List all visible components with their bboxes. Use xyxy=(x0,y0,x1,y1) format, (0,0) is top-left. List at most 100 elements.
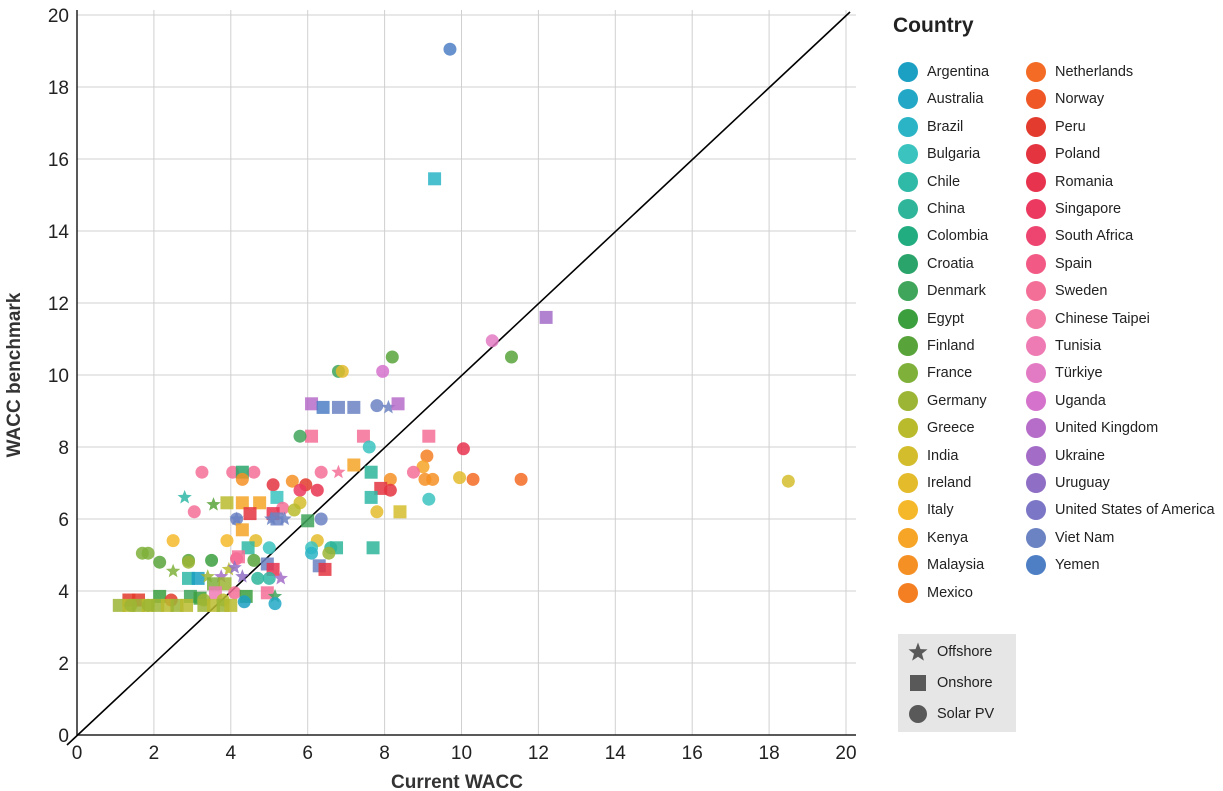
legend-label: Türkiye xyxy=(1055,365,1103,382)
legend-swatch xyxy=(898,62,918,82)
legend-item: Norway xyxy=(1026,89,1105,110)
data-point-solar-pv xyxy=(153,555,167,569)
legend-item: Germany xyxy=(898,390,987,411)
data-point-solar-pv xyxy=(385,350,399,364)
legend-label: Argentina xyxy=(927,64,990,80)
legend-item: Finland xyxy=(898,336,975,356)
data-point-onshore xyxy=(539,310,553,324)
x-tick-label: 6 xyxy=(302,743,313,764)
legend-swatch xyxy=(898,226,918,247)
legend-label: Norway xyxy=(1055,91,1105,108)
legend-swatch xyxy=(1026,308,1046,329)
legend-swatch xyxy=(1026,89,1046,110)
legend-swatch xyxy=(1026,253,1046,274)
data-point-solar-pv xyxy=(195,465,209,479)
legend-swatch xyxy=(898,390,918,411)
data-point-solar-pv xyxy=(166,534,180,548)
legend-label: Viet Nam xyxy=(1055,529,1115,546)
legend-item: Netherlands xyxy=(1026,62,1133,82)
legend-item: Ireland xyxy=(898,473,971,493)
shape-legend-item: Onshore xyxy=(908,673,993,693)
data-point-solar-pv xyxy=(314,465,328,479)
data-point-onshore xyxy=(224,598,238,612)
data-point-solar-pv xyxy=(228,586,242,600)
legend-item: India xyxy=(898,445,959,466)
data-point-onshore xyxy=(180,598,194,612)
legend-item: Australia xyxy=(898,89,983,110)
legend-item: Bulgaria xyxy=(898,144,981,165)
data-point-offshore xyxy=(177,489,192,504)
data-point-solar-pv xyxy=(247,553,261,567)
data-point-solar-pv xyxy=(293,429,307,443)
legend-swatch xyxy=(898,253,918,274)
data-point-onshore xyxy=(316,400,330,414)
legend-label: Sweden xyxy=(1055,283,1108,300)
legend-label: Bulgaria xyxy=(927,146,981,163)
parity-line xyxy=(66,11,851,746)
data-point-solar-pv xyxy=(220,534,234,548)
country-legend: Country Argentina Australia Brazil Bulgaria… xyxy=(893,14,1223,614)
data-point-onshore xyxy=(347,458,361,472)
data-point-onshore xyxy=(428,172,442,186)
y-tick-label: 14 xyxy=(48,222,70,243)
data-point-onshore xyxy=(191,571,205,585)
y-axis-title: WACC benchmark xyxy=(4,292,25,457)
data-point-solar-pv xyxy=(370,399,384,413)
data-point-solar-pv xyxy=(335,364,349,378)
legend-label: Ukraine xyxy=(1055,447,1105,464)
legend-swatch xyxy=(898,500,918,521)
data-point-solar-pv xyxy=(453,471,467,485)
data-point-offshore xyxy=(200,569,215,583)
data-point-solar-pv xyxy=(124,598,138,612)
legend-swatch xyxy=(898,308,918,329)
y-tick-label: 4 xyxy=(58,582,69,603)
legend-swatch xyxy=(898,199,918,219)
data-point-solar-pv xyxy=(285,474,299,488)
y-tick-label: 6 xyxy=(58,510,69,531)
data-point-onshore xyxy=(347,400,361,414)
square-icon xyxy=(908,673,928,693)
legend-label: Germany xyxy=(927,392,987,409)
legend-label: India xyxy=(927,447,959,464)
parity-line xyxy=(66,11,851,746)
legend-label: Croatia xyxy=(927,255,974,272)
data-point-onshore xyxy=(231,550,245,564)
legend-swatch xyxy=(898,89,918,110)
y-tick-label: 2 xyxy=(58,654,69,675)
legend-label: Mexico xyxy=(927,584,973,601)
data-point-onshore xyxy=(364,465,378,479)
data-point-offshore xyxy=(227,560,242,574)
data-point-onshore xyxy=(391,397,405,411)
legend-label: Spain xyxy=(1055,255,1093,272)
data-point-solar-pv xyxy=(376,364,390,378)
legend-label: South Africa xyxy=(1055,228,1134,245)
legend-title: Country xyxy=(893,14,974,37)
legend-label: Peru xyxy=(1055,118,1086,135)
legend-item: Greece xyxy=(898,418,975,439)
legend-item: China xyxy=(898,199,965,219)
y-tick-label: 16 xyxy=(48,150,69,171)
data-point-onshore xyxy=(366,541,380,555)
legend-swatch xyxy=(1026,445,1046,466)
data-point-solar-pv xyxy=(182,555,196,569)
legend-label: Chinese Taipei xyxy=(1055,310,1150,327)
data-point-onshore xyxy=(270,490,284,504)
data-point-solar-pv xyxy=(268,597,282,611)
data-point-offshore xyxy=(206,497,221,511)
legend-label: Denmark xyxy=(927,283,986,300)
legend-swatch xyxy=(1026,418,1046,439)
data-point-onshore xyxy=(260,586,274,600)
legend-item: Croatia xyxy=(898,253,974,274)
legend-swatch xyxy=(898,171,918,192)
x-tick-label: 8 xyxy=(379,743,390,764)
legend-item: Viet Nam xyxy=(1026,527,1115,548)
x-tick-label: 0 xyxy=(72,743,83,764)
legend-swatch xyxy=(1026,500,1046,521)
legend-swatch xyxy=(1026,171,1046,192)
data-point-solar-pv xyxy=(420,449,434,463)
data-point-onshore xyxy=(318,562,332,576)
data-point-solar-pv xyxy=(416,460,430,474)
data-point-solar-pv xyxy=(781,474,795,488)
legend-swatch xyxy=(898,555,918,576)
x-tick-label: 10 xyxy=(451,743,472,764)
